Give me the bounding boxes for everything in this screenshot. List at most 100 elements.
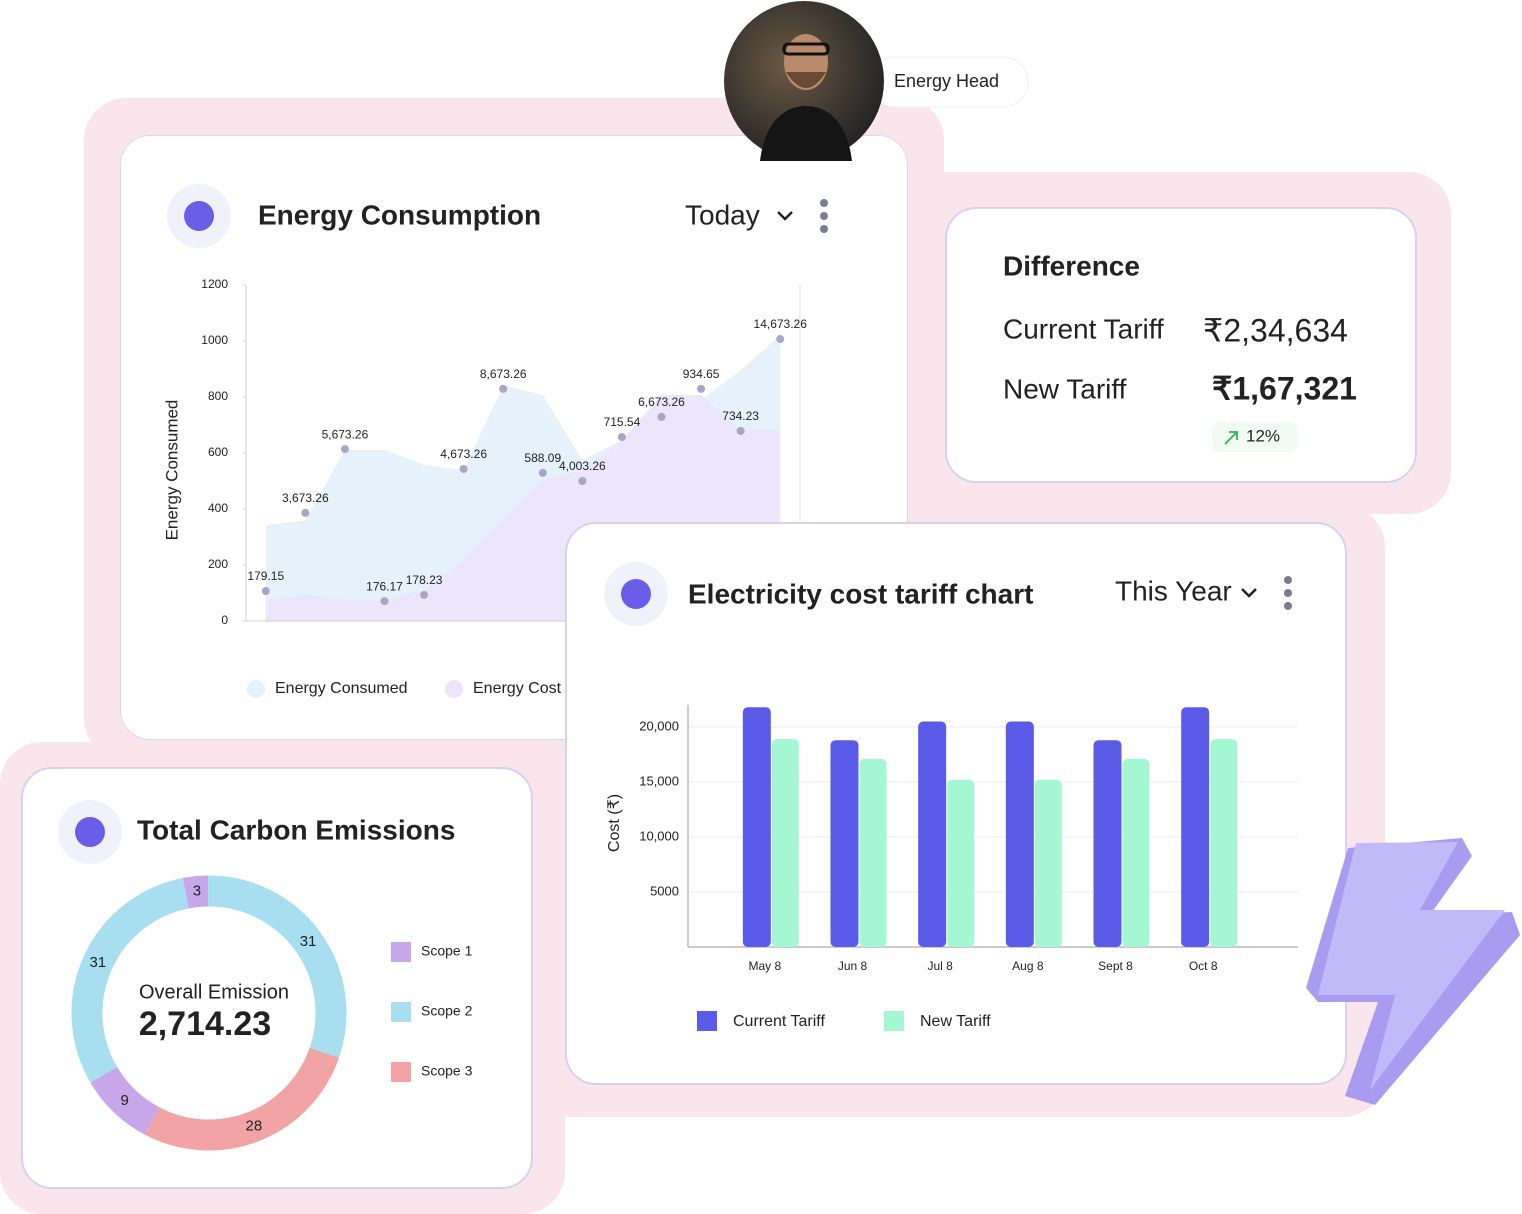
x-tick-label: Sept 8 [1098, 959, 1133, 973]
center-label: Overall Emission [139, 981, 289, 1003]
x-tick-label: Jun 8 [838, 959, 868, 973]
point-label: 715.54 [604, 415, 641, 429]
bar [1034, 779, 1062, 947]
bolt [1306, 838, 1520, 1105]
y-tick-label: 1200 [201, 277, 228, 291]
bar [859, 758, 887, 947]
legend-marker [445, 680, 463, 698]
segment-label: 31 [300, 933, 317, 950]
x-tick-label: May 8 [748, 959, 781, 973]
bar [1181, 707, 1210, 947]
legend-marker [247, 680, 265, 698]
y-tick-label: 200 [208, 557, 228, 571]
point [459, 464, 468, 473]
bar [1210, 739, 1238, 947]
y-tick-label: 20,000 [639, 718, 679, 733]
legend-label: Scope 3 [421, 1063, 473, 1079]
new-label: New Tariff [1003, 373, 1127, 404]
y-axis-label: Energy Consumed [162, 400, 181, 541]
point [261, 587, 270, 596]
y-tick-label: 5000 [650, 883, 679, 898]
point-label: 176.17 [366, 579, 403, 593]
new-value: ₹1,67,321 [1212, 370, 1357, 406]
center-value: 2,714.23 [139, 1005, 271, 1043]
point [420, 590, 429, 599]
point-label: 178.23 [406, 573, 443, 587]
x-tick-label: Aug 8 [1012, 959, 1044, 973]
y-axis-label: Cost (₹) [606, 794, 623, 852]
x-tick-label: Jul 8 [927, 959, 953, 973]
point-label: 934.65 [683, 367, 720, 381]
point-label: 3,673.26 [282, 491, 329, 505]
point [301, 508, 310, 517]
change: 12% [1246, 426, 1280, 445]
y-tick-label: 10,000 [639, 828, 679, 843]
legend-label: New Tariff [920, 1013, 991, 1030]
segment-label: 28 [246, 1117, 263, 1134]
segment-label: 3 [193, 883, 201, 900]
point [340, 445, 349, 454]
legend-label: Energy Cost [473, 680, 562, 697]
point [736, 426, 745, 435]
y-tick-label: 1000 [201, 333, 228, 347]
donut-segment [71, 878, 190, 1083]
bar [918, 721, 947, 947]
x-tick-label: Oct 8 [1189, 959, 1218, 973]
point-label: 14,673.26 [754, 317, 808, 331]
diff-title: Difference [1003, 250, 1140, 281]
bar [1093, 740, 1122, 947]
period-select[interactable]: Today [685, 199, 760, 230]
point [776, 335, 785, 344]
point [697, 384, 706, 393]
point [578, 477, 587, 485]
donut-segment [182, 875, 209, 909]
point [617, 433, 626, 442]
point-label: 588.09 [524, 451, 561, 465]
point-label: 8,673.26 [480, 367, 527, 381]
y-tick-label: 400 [208, 501, 228, 515]
avatar: Energy Head [724, 1, 1029, 161]
period-select[interactable]: This Year [1115, 575, 1232, 606]
point-label: 179.15 [247, 569, 284, 583]
legend-label: Scope 1 [421, 943, 473, 959]
point [657, 412, 666, 421]
difference-card: Difference Current Tariff ₹2,34,634 New … [945, 207, 1417, 483]
card-title: Total Carbon Emissions [137, 814, 455, 845]
bar [742, 707, 771, 947]
donut-segment [90, 1066, 160, 1135]
y-tick-label: 15,000 [639, 773, 679, 788]
carbon-card: Total Carbon Emissions Overall Emission … [21, 767, 533, 1189]
current-label: Current Tariff [1003, 313, 1164, 344]
point [499, 384, 508, 393]
legend-marker [697, 1011, 717, 1031]
point [380, 597, 389, 606]
point-label: 5,673.26 [322, 427, 369, 441]
current-value: ₹2,34,634 [1203, 312, 1348, 348]
bar [830, 740, 859, 947]
y-tick-label: 800 [208, 389, 228, 403]
legend-marker [884, 1011, 904, 1031]
card-title: Electricity cost tariff chart [688, 578, 1033, 609]
legend-marker [391, 1002, 411, 1022]
point-label: 6,673.26 [638, 395, 685, 409]
tariff-card: Electricity cost tariff chart This Year … [565, 522, 1347, 1085]
legend-marker [391, 942, 411, 962]
y-tick-label: 0 [221, 613, 228, 627]
legend-label: Energy Consumed [275, 680, 408, 697]
bar [1005, 721, 1034, 947]
legend-label: Current Tariff [733, 1013, 825, 1030]
legend-marker [391, 1062, 411, 1082]
legend-label: Scope 2 [421, 1003, 473, 1019]
bar [947, 779, 975, 947]
segment-label: 31 [89, 954, 106, 971]
card-title: Energy Consumption [258, 199, 541, 230]
profile-label: Energy Head [894, 71, 999, 91]
y-tick-label: 600 [208, 445, 228, 459]
point-label: 734.23 [722, 409, 759, 423]
donut-segment [207, 875, 347, 1058]
donut-segment [144, 1047, 340, 1151]
bar [1122, 758, 1150, 947]
point-label: 4,003.26 [559, 459, 606, 473]
